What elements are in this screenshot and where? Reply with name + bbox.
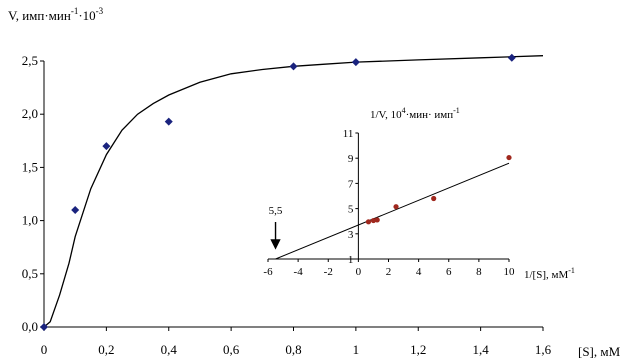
main-x-tick-label: 1,2 (410, 342, 426, 357)
main-y-ticks: 0,0 0,5 1,0 1,5 2,0 2,5 (22, 53, 44, 334)
inset-data-point (365, 219, 372, 225)
main-data-point (71, 205, 80, 214)
inset-x-tick-label: 8 (476, 266, 482, 278)
main-x-tick-label: 1,6 (535, 342, 552, 357)
inset-y-axis-label: 1/V, 104·мин· имп-1 (370, 106, 460, 121)
inset-data-point (431, 195, 437, 202)
inset-fit-line (275, 162, 510, 260)
inset-x-tick-label: 4 (416, 266, 422, 278)
main-y-tick-label: 1,0 (22, 213, 38, 228)
main-y-axis-label: V, имп·мин-1·10-3 (8, 6, 104, 23)
inset-annotation-arrow (270, 222, 281, 250)
inset-y-tick-label: 1 (348, 254, 354, 266)
inset-x-axis-label: 1/[S], мМ-1 (524, 266, 575, 281)
main-data-point (40, 323, 48, 331)
inset-x-tick-label: 6 (446, 266, 452, 278)
main-fit-curve (43, 55, 544, 328)
main-x-tick-label: 0,6 (223, 342, 240, 357)
main-x-tick-label: 0 (41, 342, 48, 357)
main-chart: 0,0 0,5 1,0 1,5 2,0 2,5 0 0,2 0,4 0,6 0,8 1 1,2 1,4 1… (8, 6, 621, 359)
inset-data-point (393, 204, 399, 210)
main-data-point (164, 117, 173, 126)
inset-y-tick-label: 11 (343, 128, 354, 140)
inset-x-tick-label: -4 (294, 266, 304, 278)
main-y-tick-label: 2,0 (22, 106, 38, 121)
main-x-tick-label: 0,8 (285, 342, 301, 357)
inset-data-points (365, 154, 512, 225)
main-data-point (102, 142, 111, 151)
inset-annotation-label: 5,5 (269, 205, 283, 217)
main-y-tick-label: 0,0 (22, 319, 38, 334)
main-x-axis-label: [S], мМ (578, 344, 621, 359)
inset-data-point (506, 154, 512, 161)
main-data-points (40, 53, 516, 331)
main-x-tick-label: 0,4 (161, 342, 178, 357)
inset-x-tick-label: -2 (324, 266, 333, 278)
inset-x-tick-label: 10 (504, 266, 516, 278)
main-data-point (289, 62, 298, 71)
inset-y-tick-label: 7 (348, 178, 354, 190)
inset-y-tick-label: 5 (348, 204, 354, 216)
inset-x-ticks: -6 -4 -2 0 2 4 6 8 10 (263, 259, 515, 278)
main-y-tick-label: 2,5 (22, 53, 38, 68)
inset-y-tick-label: 3 (348, 229, 354, 241)
main-x-ticks: 0 0,2 0,4 0,6 0,8 1 1,2 1,4 1,6 (41, 327, 552, 357)
inset-y-tick-label: 9 (348, 153, 354, 165)
main-y-tick-label: 0,5 (22, 266, 38, 281)
main-x-tick-label: 1 (353, 342, 360, 357)
inset-chart: 1 3 5 7 9 11 -6 -4 -2 0 2 4 6 8 10 1/V, 104·мин· имп-… (263, 106, 575, 281)
main-x-tick-label: 0,2 (98, 342, 114, 357)
inset-x-tick-label: -6 (263, 266, 273, 278)
main-data-point (351, 58, 360, 67)
main-x-tick-label: 1,4 (473, 342, 490, 357)
inset-x-tick-label: 0 (356, 266, 362, 278)
inset-data-point (374, 217, 380, 223)
inset-y-ticks: 1 3 5 7 9 11 (343, 128, 359, 266)
inset-x-tick-label: 2 (386, 266, 392, 278)
main-y-tick-label: 1,5 (22, 159, 38, 174)
main-data-point (507, 53, 516, 62)
